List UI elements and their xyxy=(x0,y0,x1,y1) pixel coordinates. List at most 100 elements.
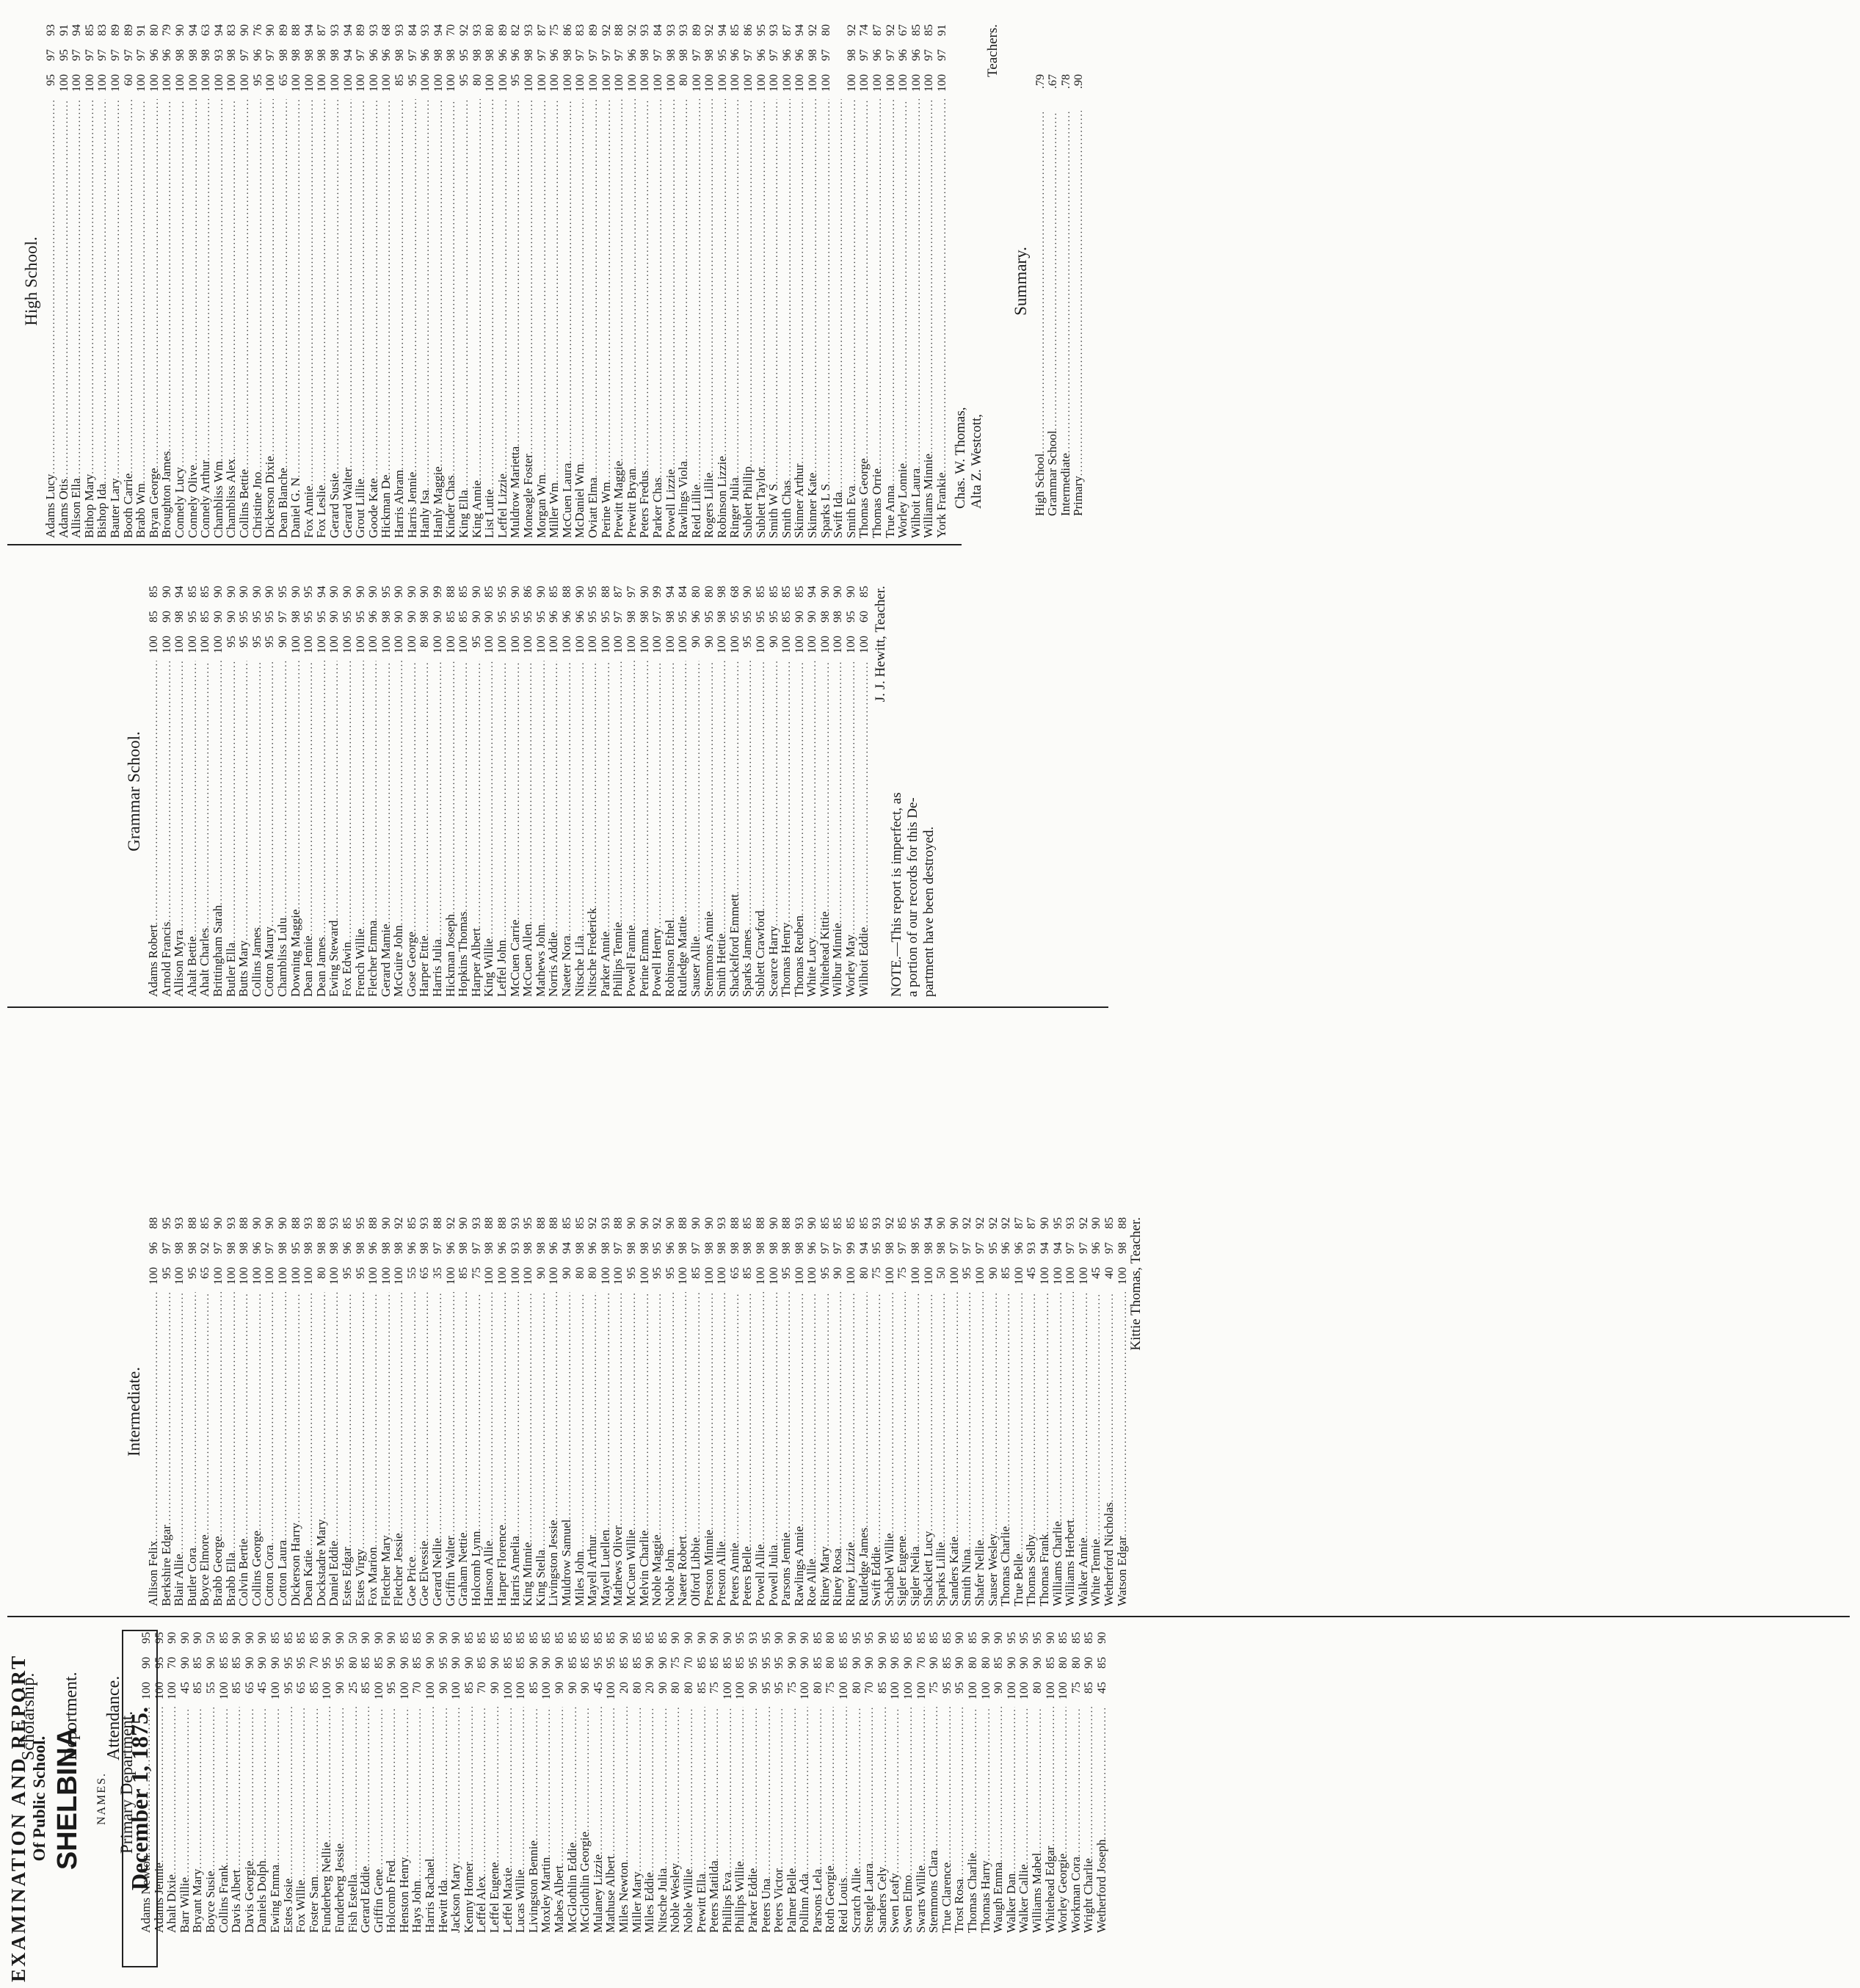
scholarship-score: 85 xyxy=(566,1632,579,1644)
scholarship-score: 92 xyxy=(625,24,639,36)
dot-leader xyxy=(161,1292,175,1525)
student-row: Rawlings Annie1009893 xyxy=(792,1217,806,1606)
dot-leader xyxy=(1026,1292,1039,1534)
scholarship-score: 90 xyxy=(250,586,264,598)
deportment-score: 98 xyxy=(664,611,677,623)
deportment-score: 90 xyxy=(225,611,238,623)
student-row: Schabel Willie1009892 xyxy=(882,1217,896,1606)
student-row: Adams Lucy959793 xyxy=(43,24,57,538)
scholarship-score: 85 xyxy=(729,24,742,36)
student-name: Griffin Gene xyxy=(371,1868,385,1933)
scholarship-score: 94 xyxy=(315,586,328,598)
scholarship-score: 85 xyxy=(605,1632,618,1644)
scholarship-score: 90 xyxy=(845,586,858,598)
student-name: Dean Katie xyxy=(301,1550,316,1606)
dot-leader xyxy=(665,661,678,920)
scholarship-score: 94 xyxy=(432,24,445,36)
deportment-score: 98 xyxy=(883,1242,896,1254)
scholarship-score: 90 xyxy=(328,586,341,598)
attendance-score: 90 xyxy=(534,1267,548,1279)
attendance-score: 85 xyxy=(230,1682,244,1694)
deportment-score: 98 xyxy=(638,611,651,623)
student-row: Preston Allie1009893 xyxy=(714,1217,728,1606)
student-name: Leffel Alex xyxy=(474,1876,489,1933)
scholarship-score: 94 xyxy=(173,586,186,598)
deportment-score: 96 xyxy=(806,1242,819,1254)
dot-leader xyxy=(368,99,382,478)
attendance-score: 100 xyxy=(768,74,781,92)
deportment-score: 98 xyxy=(845,49,858,61)
dot-leader xyxy=(536,1292,549,1550)
deportment-score: 97 xyxy=(1064,1242,1078,1254)
student-row: Harris Rachael1009090 xyxy=(423,1632,437,1933)
attendance-score: 100 xyxy=(250,1267,264,1285)
attendance-score: 80 xyxy=(669,1682,683,1694)
student-name: Miles Newton xyxy=(616,1862,631,1933)
attendance-score: 40 xyxy=(1102,1267,1116,1279)
dot-leader xyxy=(1078,1292,1091,1537)
deportment-score: 97 xyxy=(574,49,587,61)
student-name: Cotton Maury xyxy=(262,926,277,997)
student-row: Cotton Laura1009890 xyxy=(275,1217,289,1606)
deportment-score: 97 xyxy=(470,1242,483,1254)
scholarship-score: 94 xyxy=(212,24,225,36)
dot-leader xyxy=(677,1292,691,1536)
student-name: Wilhoit Laura xyxy=(908,468,923,538)
deportment-score: 96 xyxy=(729,49,742,61)
student-row: Skinner Kate1009892 xyxy=(805,24,819,538)
student-name: Daniels Dolph xyxy=(255,1860,269,1933)
attendance-score: 60 xyxy=(122,74,135,86)
deportment-score: 70 xyxy=(166,1657,179,1669)
dot-leader xyxy=(923,99,937,454)
scholarship-score: 85 xyxy=(269,1632,282,1644)
attendance-score: 100 xyxy=(1012,1267,1025,1285)
student-row: Griffin Walter1009692 xyxy=(443,1217,457,1606)
student-name: Ahalt Dixie xyxy=(164,1874,179,1933)
scholarship-score: 90 xyxy=(992,1632,1006,1644)
deportment-score: 98 xyxy=(484,49,497,61)
dot-leader xyxy=(838,1707,851,1878)
note-line: partment have been destroyed. xyxy=(921,826,937,997)
attendance-score: 100 xyxy=(161,74,174,92)
dot-leader xyxy=(192,1707,206,1869)
scholarship-score: 90 xyxy=(806,1217,819,1229)
student-name: Allison Felix xyxy=(146,1540,160,1606)
student-row: Powell Henry1009799 xyxy=(650,586,664,997)
student-name: Brabb Ella xyxy=(223,1552,238,1606)
student-name: Walker Callie xyxy=(1017,1864,1031,1933)
student-row: Powell Lizzie1009893 xyxy=(664,24,677,538)
scholarship-score: 85 xyxy=(754,586,767,598)
student-name: Holcomb Lynn xyxy=(468,1531,483,1606)
dot-leader xyxy=(335,1707,348,1843)
attendance-score: 100 xyxy=(548,74,562,92)
student-row: Noble John959690 xyxy=(663,1217,677,1606)
attendance-score: 95 xyxy=(470,636,483,647)
scholarship-score: 90 xyxy=(211,586,225,598)
student-name: Christine Jno xyxy=(250,471,264,538)
teachers-block: Chas. W. Thomas, Alta Z. Westcott, Teacher… xyxy=(953,24,1001,538)
student-row: Wilhoit Eddie1006085 xyxy=(857,586,871,997)
dot-leader xyxy=(1045,1707,1058,1846)
summary-value: .67 xyxy=(1047,74,1060,89)
dot-leader xyxy=(967,1707,981,1853)
deportment-score: 97 xyxy=(406,49,419,61)
deportment-score: 85 xyxy=(457,611,471,623)
student-row: Rutledge James809485 xyxy=(857,1217,871,1606)
deportment-score: 90 xyxy=(540,1657,553,1669)
student-row: Nitsche Lila1009690 xyxy=(573,586,586,997)
student-row: King Annie809893 xyxy=(470,24,484,538)
scholarship-score: 93 xyxy=(1064,1217,1078,1229)
deportment-score: 90 xyxy=(489,1657,502,1669)
scholarship-score: 90 xyxy=(457,1217,471,1229)
attendance-score: 90 xyxy=(333,1682,346,1694)
dot-leader xyxy=(567,1707,581,1843)
deportment-score: 95 xyxy=(677,611,690,623)
section-heading: Grammar School. xyxy=(125,731,143,852)
attendance-score: 45 xyxy=(1025,1267,1039,1279)
dot-leader xyxy=(187,1292,200,1548)
scholarship-score: 90 xyxy=(689,1217,702,1229)
deportment-score: 94 xyxy=(1051,1242,1064,1254)
dot-leader xyxy=(214,99,227,461)
scholarship-score: 95 xyxy=(160,1217,173,1229)
deportment-score: 85 xyxy=(708,1657,722,1669)
